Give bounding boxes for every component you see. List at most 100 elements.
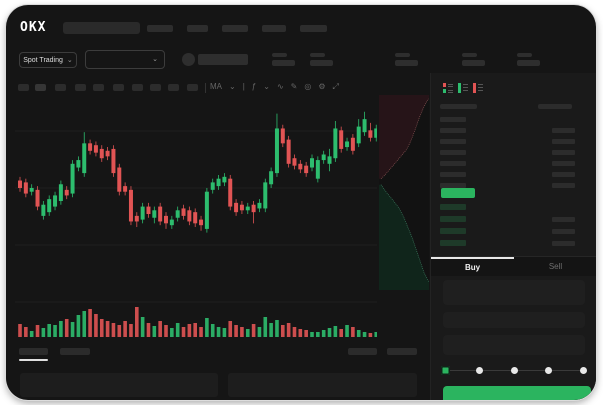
ask-row[interactable] bbox=[440, 136, 575, 147]
ask-amount-placeholder bbox=[552, 150, 575, 155]
bid-row[interactable] bbox=[440, 201, 575, 213]
last-price-badge bbox=[441, 188, 475, 198]
chart-type-icon[interactable]: ƒ bbox=[251, 82, 257, 91]
slider-stop[interactable] bbox=[510, 366, 518, 374]
stat-label-placeholder bbox=[517, 53, 532, 57]
timeframe-button[interactable] bbox=[93, 84, 104, 91]
pair-name-placeholder bbox=[198, 54, 248, 65]
timeframe-button[interactable] bbox=[132, 84, 143, 91]
bottom-tab-open-orders[interactable] bbox=[19, 348, 48, 355]
nav-item-placeholder[interactable] bbox=[262, 25, 286, 32]
tab-sell[interactable]: Sell bbox=[548, 262, 563, 271]
stat-label-placeholder bbox=[272, 53, 287, 57]
timeframe-button[interactable] bbox=[55, 84, 66, 91]
slider-stop[interactable] bbox=[579, 366, 587, 374]
candlestick-chart[interactable] bbox=[15, 104, 377, 340]
nav-item-placeholder[interactable] bbox=[187, 25, 208, 32]
amount-input[interactable] bbox=[443, 312, 585, 328]
bid-price-placeholder bbox=[440, 228, 466, 234]
timeframe-button[interactable] bbox=[35, 84, 46, 91]
bottom-tab-order-history[interactable] bbox=[60, 348, 90, 355]
orders-table-placeholder bbox=[20, 373, 218, 397]
trade-tabs: Buy Sell bbox=[431, 256, 596, 276]
order-book-panel: Buy Sell bbox=[430, 73, 596, 400]
chevron-down-icon[interactable]: ⌄ bbox=[229, 82, 236, 91]
slider-stop[interactable] bbox=[440, 365, 450, 375]
stat-value-placeholder bbox=[310, 60, 333, 66]
chevron-down-icon: ⌄ bbox=[152, 56, 158, 63]
bid-price-placeholder bbox=[440, 216, 466, 222]
stat-value-placeholder bbox=[462, 60, 485, 66]
bid-amount-placeholder bbox=[552, 228, 575, 234]
stat-value-placeholder bbox=[272, 60, 295, 66]
market-type-dropdown[interactable]: Spot Trading ⌄ bbox=[19, 52, 77, 68]
chevron-down-icon[interactable]: ⌄ bbox=[263, 82, 270, 91]
ask-amount-placeholder bbox=[552, 183, 575, 188]
ask-row[interactable] bbox=[440, 180, 575, 191]
bid-row[interactable] bbox=[440, 225, 575, 237]
ask-row[interactable] bbox=[440, 114, 575, 125]
pair-select-dropdown[interactable]: ⌄ bbox=[85, 50, 165, 69]
book-col-header-price bbox=[440, 104, 477, 109]
coin-icon bbox=[182, 53, 195, 66]
ask-row[interactable] bbox=[440, 169, 575, 180]
nav-item-placeholder[interactable] bbox=[300, 25, 327, 32]
fullscreen-icon[interactable]: ⤢ bbox=[332, 82, 339, 91]
chevron-down-icon: ⌄ bbox=[66, 56, 73, 64]
timeframe-button[interactable] bbox=[168, 84, 179, 91]
bid-amount-placeholder bbox=[552, 240, 575, 246]
draw-icon[interactable]: ✎ bbox=[290, 82, 298, 91]
line-tool-icon[interactable]: ∿ bbox=[276, 82, 284, 91]
bid-row[interactable] bbox=[440, 213, 575, 225]
buy-button[interactable] bbox=[443, 386, 591, 400]
separator: | bbox=[242, 82, 245, 91]
timeframe-button[interactable] bbox=[75, 84, 86, 91]
ask-price-placeholder bbox=[440, 117, 466, 122]
ask-price-placeholder bbox=[440, 150, 466, 155]
total-input[interactable] bbox=[443, 335, 585, 355]
timeframe-button[interactable] bbox=[150, 84, 161, 91]
bid-price-placeholder bbox=[440, 204, 466, 210]
slider-stop[interactable] bbox=[545, 366, 552, 374]
timeframe-button[interactable] bbox=[113, 84, 124, 91]
book-combined-icon[interactable] bbox=[443, 82, 453, 94]
ask-price-placeholder bbox=[440, 172, 466, 177]
bid-amount-placeholder bbox=[552, 216, 575, 222]
price-input[interactable] bbox=[443, 280, 585, 305]
bottom-action-placeholder[interactable] bbox=[387, 348, 417, 355]
bid-rows bbox=[431, 201, 596, 249]
bid-price-placeholder bbox=[440, 240, 466, 246]
settings-icon[interactable]: ⚙ bbox=[318, 82, 326, 91]
timeframe-button[interactable] bbox=[18, 84, 29, 91]
bid-row[interactable] bbox=[440, 237, 575, 249]
ask-row[interactable] bbox=[440, 158, 575, 169]
book-asks-icon[interactable] bbox=[473, 82, 483, 94]
bottom-action-placeholder[interactable] bbox=[348, 348, 377, 355]
nav-item-placeholder[interactable] bbox=[147, 25, 173, 32]
depth-chart bbox=[379, 95, 429, 290]
stat-label-placeholder bbox=[395, 53, 410, 57]
book-view-switcher bbox=[443, 82, 483, 94]
nav-item-placeholder[interactable] bbox=[222, 25, 248, 32]
slider-stop[interactable] bbox=[476, 366, 483, 374]
ask-row[interactable] bbox=[440, 125, 575, 136]
indicators-icon[interactable]: MA bbox=[210, 82, 222, 91]
search-input[interactable] bbox=[63, 22, 140, 34]
orders-table-placeholder bbox=[228, 373, 417, 397]
ask-price-placeholder bbox=[440, 183, 466, 188]
camera-icon[interactable]: ◎ bbox=[304, 82, 312, 91]
stat-label-placeholder bbox=[462, 53, 477, 57]
market-type-label: Spot Trading bbox=[23, 56, 63, 64]
bottom-tab-active-underline bbox=[19, 359, 48, 361]
tab-buy[interactable]: Buy bbox=[431, 257, 514, 276]
chart-tools: MA ⌄ | ƒ ⌄ ∿ ✎ ◎ ⚙ ⤢ bbox=[210, 83, 339, 91]
timeframe-button[interactable] bbox=[187, 84, 198, 91]
stat-value-placeholder bbox=[517, 60, 540, 66]
ask-row[interactable] bbox=[440, 147, 575, 158]
toolbar-divider bbox=[205, 83, 206, 93]
ask-rows bbox=[431, 114, 596, 191]
amount-slider[interactable] bbox=[440, 365, 587, 375]
book-bids-icon[interactable] bbox=[458, 82, 468, 94]
stat-label-placeholder bbox=[310, 53, 325, 57]
stat-value-placeholder bbox=[395, 60, 418, 66]
